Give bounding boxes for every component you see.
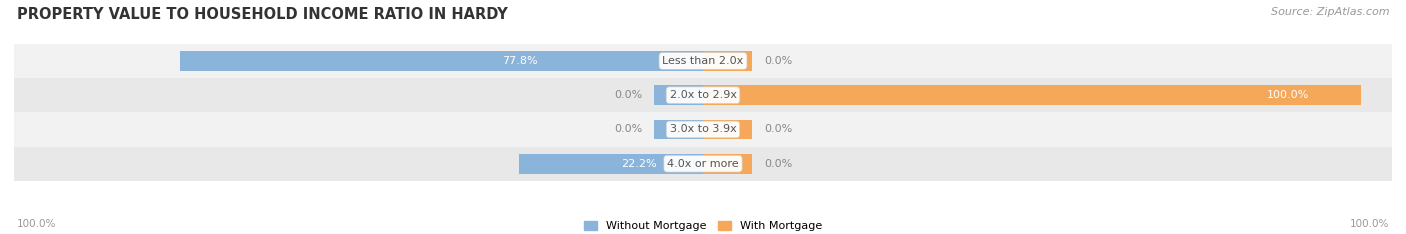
Text: 3.0x to 3.9x: 3.0x to 3.9x <box>669 124 737 135</box>
Bar <box>703 51 752 71</box>
Bar <box>0 78 1406 112</box>
Text: 0.0%: 0.0% <box>614 124 643 135</box>
Text: 100.0%: 100.0% <box>1350 219 1389 229</box>
Bar <box>654 120 703 139</box>
Bar <box>0 112 1406 146</box>
Bar <box>180 51 703 71</box>
Bar <box>654 85 703 105</box>
Text: 0.0%: 0.0% <box>763 159 792 169</box>
Legend: Without Mortgage, With Mortgage: Without Mortgage, With Mortgage <box>579 217 827 234</box>
Text: PROPERTY VALUE TO HOUSEHOLD INCOME RATIO IN HARDY: PROPERTY VALUE TO HOUSEHOLD INCOME RATIO… <box>17 7 508 22</box>
Text: 2.0x to 2.9x: 2.0x to 2.9x <box>669 90 737 100</box>
Text: Less than 2.0x: Less than 2.0x <box>662 56 744 66</box>
Text: 77.8%: 77.8% <box>502 56 537 66</box>
Bar <box>703 85 1361 105</box>
Bar <box>0 44 1406 78</box>
Text: 0.0%: 0.0% <box>614 90 643 100</box>
Text: 0.0%: 0.0% <box>763 56 792 66</box>
Text: 22.2%: 22.2% <box>620 159 657 169</box>
Text: 0.0%: 0.0% <box>763 124 792 135</box>
Bar <box>0 146 1406 181</box>
Bar <box>519 154 703 174</box>
Bar <box>703 154 752 174</box>
Text: 4.0x or more: 4.0x or more <box>668 159 738 169</box>
Text: 100.0%: 100.0% <box>1267 90 1309 100</box>
Text: 100.0%: 100.0% <box>17 219 56 229</box>
Text: Source: ZipAtlas.com: Source: ZipAtlas.com <box>1271 7 1389 17</box>
Bar <box>703 120 752 139</box>
